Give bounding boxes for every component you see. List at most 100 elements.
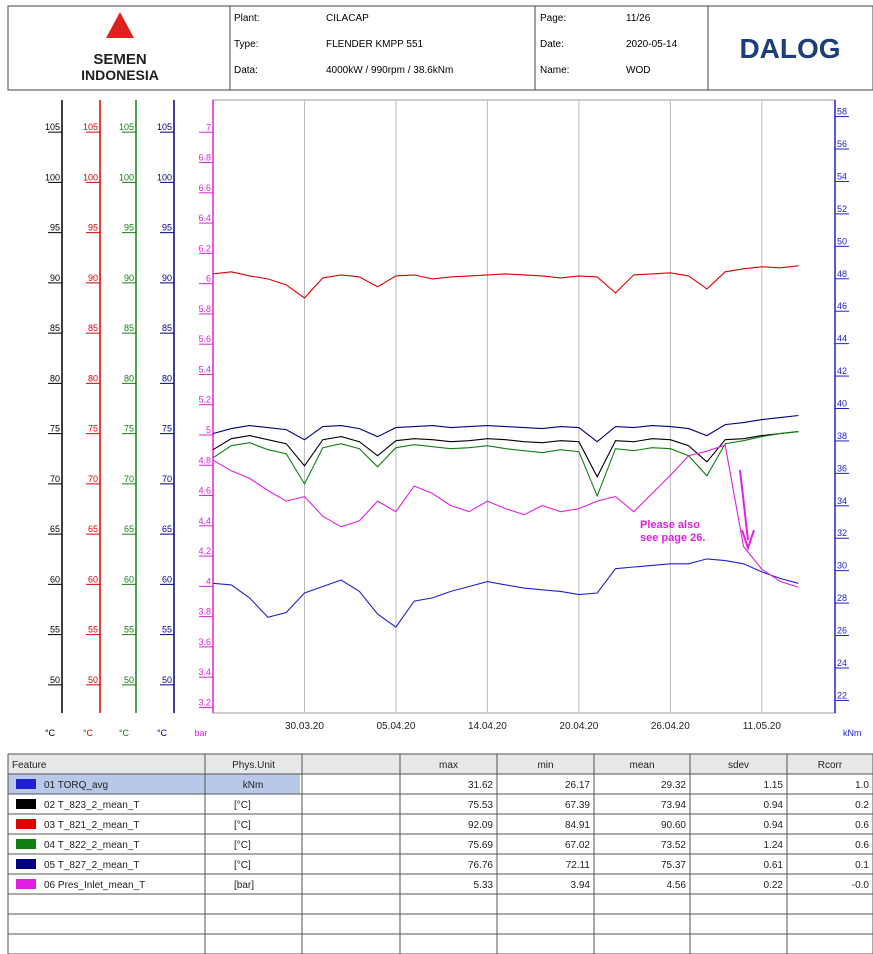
axis-unit: bar (194, 728, 207, 738)
field-label: Name: (540, 65, 569, 76)
axis-unit: kNm (843, 728, 862, 738)
stat-cell: 75.69 (468, 840, 493, 851)
logo-mark (106, 12, 134, 38)
field-value: 4000kW / 990rpm / 38.6kNm (326, 65, 453, 76)
table-header-bg (8, 754, 873, 774)
y-tick-label: 75 (50, 424, 60, 434)
y-tick-label: 5.6 (198, 334, 211, 344)
stat-cell: 1.15 (764, 780, 784, 791)
y-tick-label: 4.4 (198, 516, 211, 526)
x-tick-label: 14.04.20 (468, 721, 507, 732)
y-tick-label: 105 (119, 122, 134, 132)
column-header: max (439, 760, 458, 771)
stat-cell: 73.94 (661, 800, 686, 811)
field-label: Type: (234, 39, 258, 50)
unit-cell: kNm (243, 780, 264, 791)
y-tick-label: 100 (45, 172, 60, 182)
series-line (212, 414, 799, 443)
axis-unit: °C (119, 728, 130, 738)
stat-cell: 31.62 (468, 780, 493, 791)
stat-cell: 0.1 (855, 860, 869, 871)
stat-cell: 0.6 (855, 840, 869, 851)
y-tick-label: 70 (88, 474, 98, 484)
y-tick-label: 42 (837, 366, 847, 376)
annotation-arrow (739, 469, 755, 552)
header-box (7, 5, 873, 91)
y-tick-label: 50 (162, 675, 172, 685)
y-tick-label: 105 (157, 122, 172, 132)
y-tick-label: 24 (837, 658, 847, 668)
stat-cell: 0.22 (764, 880, 784, 891)
annotation: Please also see page 26. (640, 519, 705, 544)
y-tick-label: 5.4 (198, 364, 211, 374)
y-tick-label: 55 (50, 625, 60, 635)
y-tick-label: 85 (124, 323, 134, 333)
stat-cell: 75.53 (468, 800, 493, 811)
y-tick-label: 95 (124, 223, 134, 233)
y-tick-label: 6.8 (198, 153, 211, 163)
brand: DALOG (739, 33, 840, 64)
y-tick-label: 65 (50, 524, 60, 534)
y-tick-label: 65 (162, 524, 172, 534)
y-tick-label: 5.8 (198, 304, 211, 314)
column-header: min (537, 760, 553, 771)
y-tick-label: 65 (88, 524, 98, 534)
stat-cell: 0.61 (764, 860, 784, 871)
axis-unit: °C (157, 728, 168, 738)
series-line (212, 444, 799, 588)
y-tick-label: 60 (162, 574, 172, 584)
y-tick-label: 90 (50, 273, 60, 283)
field-value: WOD (626, 65, 650, 76)
axis-unit: °C (45, 728, 56, 738)
y-tick-label: 90 (124, 273, 134, 283)
y-tick-label: 80 (88, 373, 98, 383)
field-value: 11/26 (626, 13, 651, 24)
stat-cell: 67.39 (565, 800, 590, 811)
axis-unit: °C (83, 728, 94, 738)
legend-swatch (16, 819, 36, 829)
unit-cell: [°C] (234, 800, 251, 811)
logo-bottom: INDONESIA (81, 67, 159, 83)
stat-cell: 76.76 (468, 860, 493, 871)
y-tick-label: 48 (837, 269, 847, 279)
y-tick-label: 50 (88, 675, 98, 685)
y-tick-label: 6.6 (198, 183, 211, 193)
y-tick-label: 95 (50, 223, 60, 233)
y-tick-label: 105 (83, 122, 98, 132)
field-label: Page: (540, 13, 566, 24)
y-tick-label: 60 (124, 574, 134, 584)
y-tick-label: 80 (162, 373, 172, 383)
y-tick-label: 52 (837, 204, 847, 214)
stat-cell: 90.60 (661, 820, 686, 831)
stat-cell: 92.09 (468, 820, 493, 831)
y-tick-label: 55 (162, 625, 172, 635)
feature-name: 06 Pres_Inlet_mean_T (44, 880, 145, 891)
y-tick-label: 6 (206, 274, 211, 284)
y-tick-label: 70 (162, 474, 172, 484)
stat-cell: 67.02 (565, 840, 590, 851)
y-tick-label: 28 (837, 593, 847, 603)
legend-swatch (16, 859, 36, 869)
y-tick-label: 85 (50, 323, 60, 333)
legend-swatch (16, 839, 36, 849)
y-tick-label: 65 (124, 524, 134, 534)
unit-cell: [°C] (234, 860, 251, 871)
y-tick-label: 4 (206, 576, 211, 586)
y-tick-label: 95 (88, 223, 98, 233)
y-tick-label: 40 (837, 399, 847, 409)
stat-cell: 72.11 (566, 860, 591, 871)
legend-swatch (16, 879, 36, 889)
column-header: sdev (728, 760, 749, 771)
series-line (212, 431, 799, 479)
y-tick-label: 105 (45, 122, 60, 132)
legend-swatch (16, 779, 36, 789)
table: Feature Phys.Unit max min mean sdev Rcorr 01 TO… (7, 753, 873, 954)
y-tick-label: 5 (206, 425, 211, 435)
y-tick-label: 80 (124, 373, 134, 383)
header: SEMEN INDONESIA DALOG (7, 5, 873, 91)
y-tick-label: 38 (837, 431, 847, 441)
feature-name: 03 T_821_2_mean_T (44, 820, 139, 831)
stat-cell: 75.37 (661, 860, 686, 871)
feature-name: 01 TORQ_avg (44, 780, 108, 791)
y-tick-label: 6.4 (198, 213, 211, 223)
